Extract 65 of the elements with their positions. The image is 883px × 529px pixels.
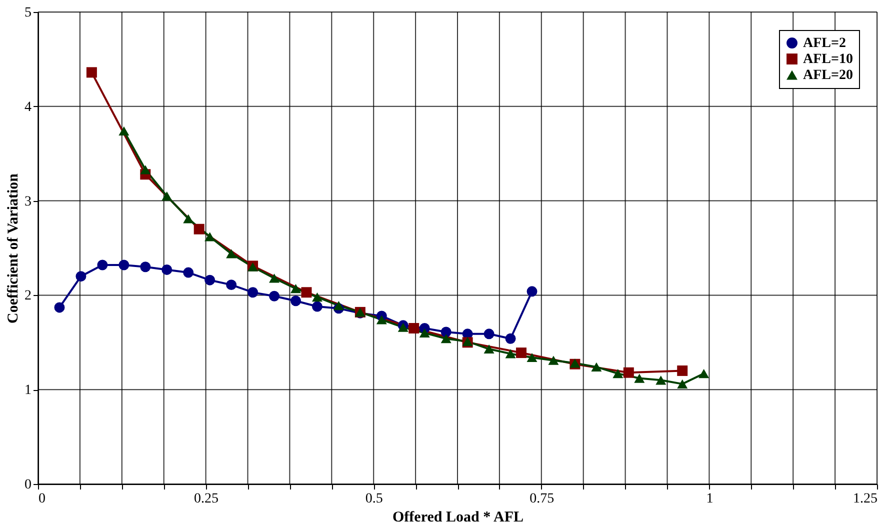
point <box>634 374 645 383</box>
point <box>516 348 527 358</box>
point <box>656 376 666 385</box>
y-tick-label: 2 <box>24 288 32 304</box>
point <box>526 286 538 297</box>
point <box>301 287 312 298</box>
point <box>248 287 258 298</box>
x-axis-title: Offered Load * AFL <box>392 510 524 526</box>
point <box>118 126 130 136</box>
x-tick-label: 1 <box>706 492 714 506</box>
point <box>162 192 172 201</box>
point <box>290 284 301 294</box>
x-tick-label: 0.75 <box>530 492 554 506</box>
x-tick-label: 1.25 <box>853 492 878 506</box>
x-tick-label: 0.5 <box>365 492 383 506</box>
point <box>76 271 86 282</box>
point <box>505 349 516 358</box>
point <box>54 302 65 313</box>
point <box>312 292 322 302</box>
legend-label: AFL=20 <box>803 68 853 83</box>
point <box>677 379 688 388</box>
legend-label: AFL=10 <box>803 52 853 67</box>
point <box>86 67 97 78</box>
point <box>440 334 452 344</box>
y-tick-label: 0 <box>24 478 32 492</box>
point <box>505 333 516 344</box>
point <box>698 369 710 378</box>
point <box>226 280 237 290</box>
point <box>194 224 204 234</box>
point <box>140 262 151 272</box>
x-tick-label: 0 <box>38 492 46 506</box>
point <box>440 326 452 338</box>
point <box>162 264 172 275</box>
point <box>269 274 280 283</box>
point <box>591 362 602 372</box>
point <box>419 328 430 338</box>
point <box>183 267 194 278</box>
point <box>398 322 408 332</box>
point <box>140 165 151 174</box>
point <box>484 344 494 354</box>
y-tick-label: 1 <box>24 383 32 398</box>
point <box>548 356 559 365</box>
point <box>408 322 420 334</box>
y-axis-title: Coefficient of Variation <box>6 172 22 324</box>
point <box>269 290 280 302</box>
point <box>677 365 688 376</box>
y-tick-label: 3 <box>24 194 32 210</box>
point <box>612 369 624 378</box>
point <box>526 352 538 362</box>
point <box>312 301 322 312</box>
point <box>484 328 494 340</box>
x-tick-label: 0.25 <box>194 492 219 506</box>
y-tick-label: 5 <box>24 6 32 20</box>
point <box>204 274 216 286</box>
point <box>226 249 237 258</box>
y-tick-label: 4 <box>24 100 32 115</box>
point <box>623 367 634 378</box>
point <box>204 232 216 242</box>
point <box>290 296 301 306</box>
point <box>97 260 108 270</box>
point <box>376 315 387 324</box>
point <box>183 214 194 224</box>
point <box>333 301 344 310</box>
point <box>118 260 130 270</box>
legend-label: AFL=2 <box>803 36 846 51</box>
